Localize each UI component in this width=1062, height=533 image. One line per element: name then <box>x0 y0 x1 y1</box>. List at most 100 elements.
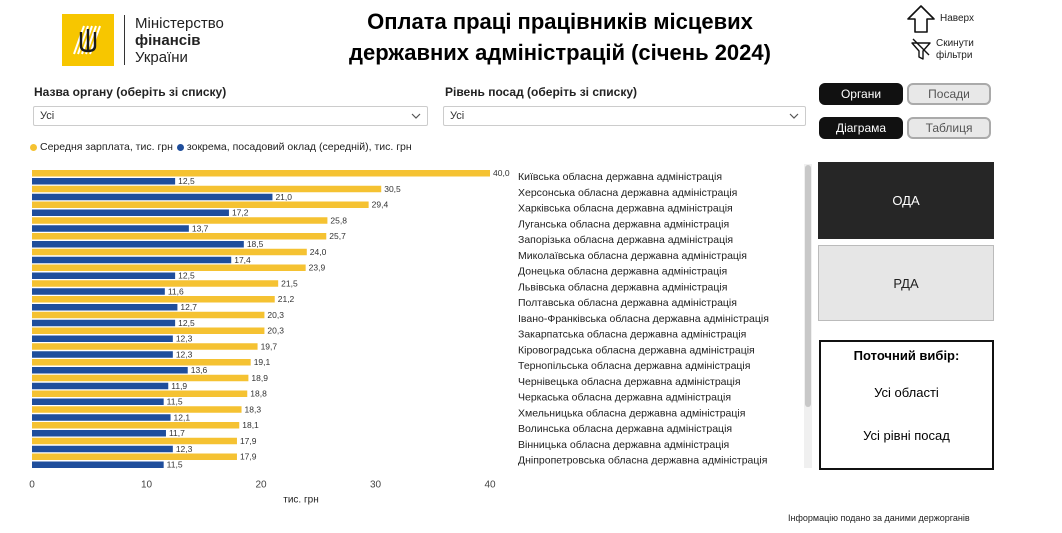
reset-filters-label-1: Скинути <box>936 38 974 49</box>
toggle-positions-button[interactable]: Посади <box>907 83 991 105</box>
category-label: Луганська обласна державна адміністрація <box>518 218 729 230</box>
bar-value-label-avg: 18,8 <box>250 389 267 399</box>
bar-value-label-avg: 18,1 <box>242 420 259 430</box>
bar-value-label-base: 11,5 <box>167 397 183 407</box>
bar-base-salary[interactable] <box>32 335 173 343</box>
bar-avg-salary[interactable] <box>32 280 279 287</box>
bar-base-salary[interactable] <box>32 225 189 232</box>
category-label: Херсонська обласна державна адміністраці… <box>518 187 737 199</box>
bar-avg-salary[interactable] <box>32 311 265 319</box>
bar-value-label-avg: 20,3 <box>267 310 284 320</box>
bar-value-label-avg: 23,9 <box>309 263 326 273</box>
bar-base-salary[interactable] <box>32 430 166 437</box>
bar-avg-salary[interactable] <box>32 170 490 177</box>
category-label: Чернівецька обласна державна адміністрац… <box>518 376 741 388</box>
toggle-bodies-button[interactable]: Органи <box>819 83 903 105</box>
bar-avg-salary[interactable] <box>32 390 248 398</box>
body-filter-select[interactable]: Усі <box>33 106 428 126</box>
bar-avg-salary[interactable] <box>32 233 327 240</box>
rda-panel-button[interactable]: РДА <box>818 245 994 321</box>
toggle-diagram-button[interactable]: Діаграма <box>819 117 903 139</box>
bar-avg-salary[interactable] <box>32 217 328 224</box>
bar-value-label-base: 12,7 <box>180 302 197 312</box>
category-label: Харківська обласна державна адміністраці… <box>518 203 733 215</box>
bar-avg-salary[interactable] <box>32 453 237 461</box>
current-selection-card: Поточний вибір: Усі області Усі рівні по… <box>819 340 994 470</box>
bar-base-salary[interactable] <box>32 193 273 201</box>
bar-base-salary[interactable] <box>32 414 171 421</box>
bar-value-label-avg: 25,7 <box>329 231 346 241</box>
bar-base-salary[interactable] <box>32 209 229 217</box>
bar-base-salary[interactable] <box>32 461 164 469</box>
bar-avg-salary[interactable] <box>32 437 237 445</box>
bar-base-salary[interactable] <box>32 304 178 311</box>
bar-avg-salary[interactable] <box>32 327 265 335</box>
level-filter-select[interactable]: Усі <box>443 106 806 126</box>
salary-bar-chart: 40,0 12,5 Київська обласна державна адміні… <box>29 168 769 505</box>
bar-base-salary[interactable] <box>32 178 176 185</box>
bar-avg-salary[interactable] <box>32 359 251 366</box>
bar-value-label-avg: 18,3 <box>245 404 262 414</box>
bar-avg-salary[interactable] <box>32 343 258 350</box>
bar-base-salary[interactable] <box>32 351 173 358</box>
bar-base-salary[interactable] <box>32 256 232 264</box>
category-label: Волинська обласна державна адміністрація <box>518 423 732 435</box>
oda-panel-label: ОДА <box>892 193 920 208</box>
bar-avg-salary[interactable] <box>32 201 369 209</box>
x-tick-label: 10 <box>141 479 153 490</box>
bar-value-label-avg: 29,4 <box>372 200 389 210</box>
legend-label-base-salary: зокрема, посадовий оклад (середній), тис… <box>186 141 412 153</box>
current-selection-heading: Поточний вибір: <box>853 348 960 363</box>
reset-filters-button[interactable]: Скинути фільтри <box>910 38 974 62</box>
category-label: Хмельницька обласна державна адміністрац… <box>518 407 745 419</box>
up-arrow-icon <box>907 5 935 33</box>
bar-base-salary[interactable] <box>32 398 164 406</box>
bar-base-salary[interactable] <box>32 272 176 280</box>
bar-avg-salary[interactable] <box>32 374 249 382</box>
category-label: Запорізька обласна державна адміністраці… <box>518 234 733 246</box>
chart-scrollbar-thumb[interactable] <box>805 165 811 407</box>
bar-value-label-avg: 21,2 <box>278 294 295 304</box>
bar-value-label-base: 18,5 <box>247 239 264 249</box>
bar-avg-salary[interactable] <box>32 185 382 193</box>
toggle-table-button[interactable]: Таблиця <box>907 117 991 139</box>
current-selection-region: Усі області <box>874 385 939 400</box>
category-label: Кіровоградська обласна державна адмініст… <box>518 344 755 356</box>
current-selection-level: Усі рівні посад <box>863 428 950 443</box>
bar-avg-salary[interactable] <box>32 422 240 429</box>
bar-value-label-avg: 19,7 <box>261 341 278 351</box>
logo-text: Міністерство фінансів України <box>135 15 224 66</box>
x-tick-label: 40 <box>484 479 496 490</box>
bar-value-label-base: 11,7 <box>169 428 185 438</box>
oda-panel-button[interactable]: ОДА <box>818 162 994 239</box>
bar-base-salary[interactable] <box>32 445 173 453</box>
chart-legend: Середня зарплата, тис. грн зокрема, поса… <box>30 141 416 153</box>
source-note: Інформацію подано за даними держорганів <box>788 513 970 523</box>
bar-base-salary[interactable] <box>32 319 176 327</box>
bar-base-salary[interactable] <box>32 288 165 295</box>
x-axis-label: тис. грн <box>283 494 318 505</box>
level-filter-value: Усі <box>450 110 465 122</box>
bar-base-salary[interactable] <box>32 367 188 374</box>
category-label: Львівська обласна державна адміністрація <box>518 281 727 293</box>
filter-reset-icon <box>911 38 931 60</box>
bar-value-label-base: 21,0 <box>275 192 292 202</box>
chevron-down-icon <box>789 113 799 119</box>
bar-avg-salary[interactable] <box>32 296 275 303</box>
bar-avg-salary[interactable] <box>32 264 306 272</box>
x-tick-label: 30 <box>370 479 382 490</box>
bar-avg-salary[interactable] <box>32 406 242 413</box>
body-filter-value: Усі <box>40 110 55 122</box>
chevron-down-icon <box>411 113 421 119</box>
logo-line-1: Міністерство <box>135 14 224 32</box>
bar-avg-salary[interactable] <box>32 248 307 256</box>
body-filter-label: Назва органу (оберіть зі списку) <box>34 85 227 99</box>
back-to-top-label: Наверх <box>940 13 974 24</box>
legend-item-base-salary: зокрема, посадовий оклад (середній), тис… <box>176 141 412 153</box>
bar-base-salary[interactable] <box>32 241 244 248</box>
legend-label-avg-salary: Середня зарплата, тис. грн <box>40 141 173 153</box>
category-label: Київська обласна державна адміністрація <box>518 171 722 183</box>
category-label: Донецька обласна державна адміністрація <box>518 266 727 278</box>
bar-base-salary[interactable] <box>32 382 169 390</box>
back-to-top-button[interactable]: Наверх <box>906 4 974 34</box>
